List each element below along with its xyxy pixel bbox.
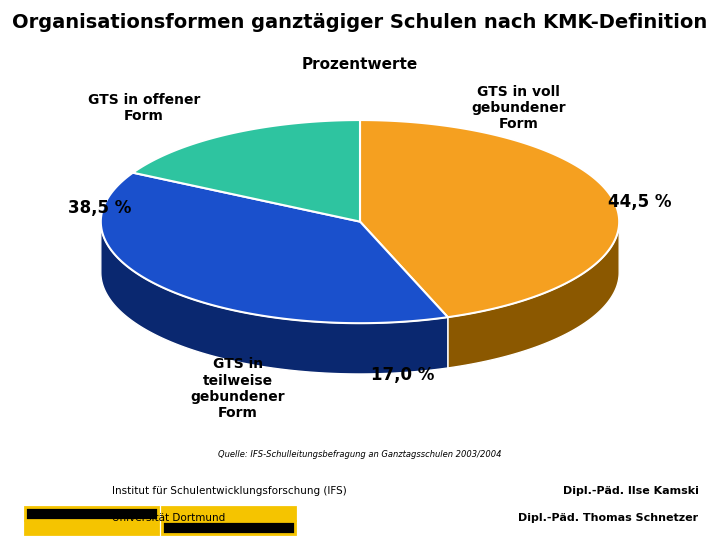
Text: Prozentwerte: Prozentwerte [302, 57, 418, 72]
Text: GTS in voll
gebundener
Form: GTS in voll gebundener Form [471, 85, 566, 131]
Polygon shape [448, 221, 619, 368]
Text: Dipl.-Päd. Ilse Kamski: Dipl.-Päd. Ilse Kamski [562, 487, 698, 496]
Bar [25, 508, 158, 521]
Text: Universität Dortmund: Universität Dortmund [112, 513, 225, 523]
Text: Dipl.-Päd. Thomas Schnetzer: Dipl.-Päd. Thomas Schnetzer [518, 513, 698, 523]
Text: Institut für Schulentwicklungsforschung (IFS): Institut für Schulentwicklungsforschung … [112, 487, 346, 496]
Polygon shape [101, 221, 448, 374]
Polygon shape [133, 120, 360, 221]
Text: GTS in offener
Form: GTS in offener Form [88, 93, 200, 123]
Bar [162, 508, 295, 521]
Text: 38,5 %: 38,5 % [68, 199, 132, 217]
Polygon shape [101, 173, 448, 323]
Bar [162, 521, 295, 534]
Polygon shape [360, 120, 619, 317]
Bar [25, 521, 158, 534]
Text: 17,0 %: 17,0 % [371, 366, 434, 384]
Text: 44,5 %: 44,5 % [608, 193, 672, 212]
Text: Organisationsformen ganztägiger Schulen nach KMK-Definition: Organisationsformen ganztägiger Schulen … [12, 14, 708, 32]
Text: GTS in
teilweise
gebundener
Form: GTS in teilweise gebundener Form [190, 357, 285, 420]
Text: Quelle: IFS-Schulleitungsbefragung an Ganztagsschulen 2003/2004: Quelle: IFS-Schulleitungsbefragung an Ga… [218, 450, 502, 459]
